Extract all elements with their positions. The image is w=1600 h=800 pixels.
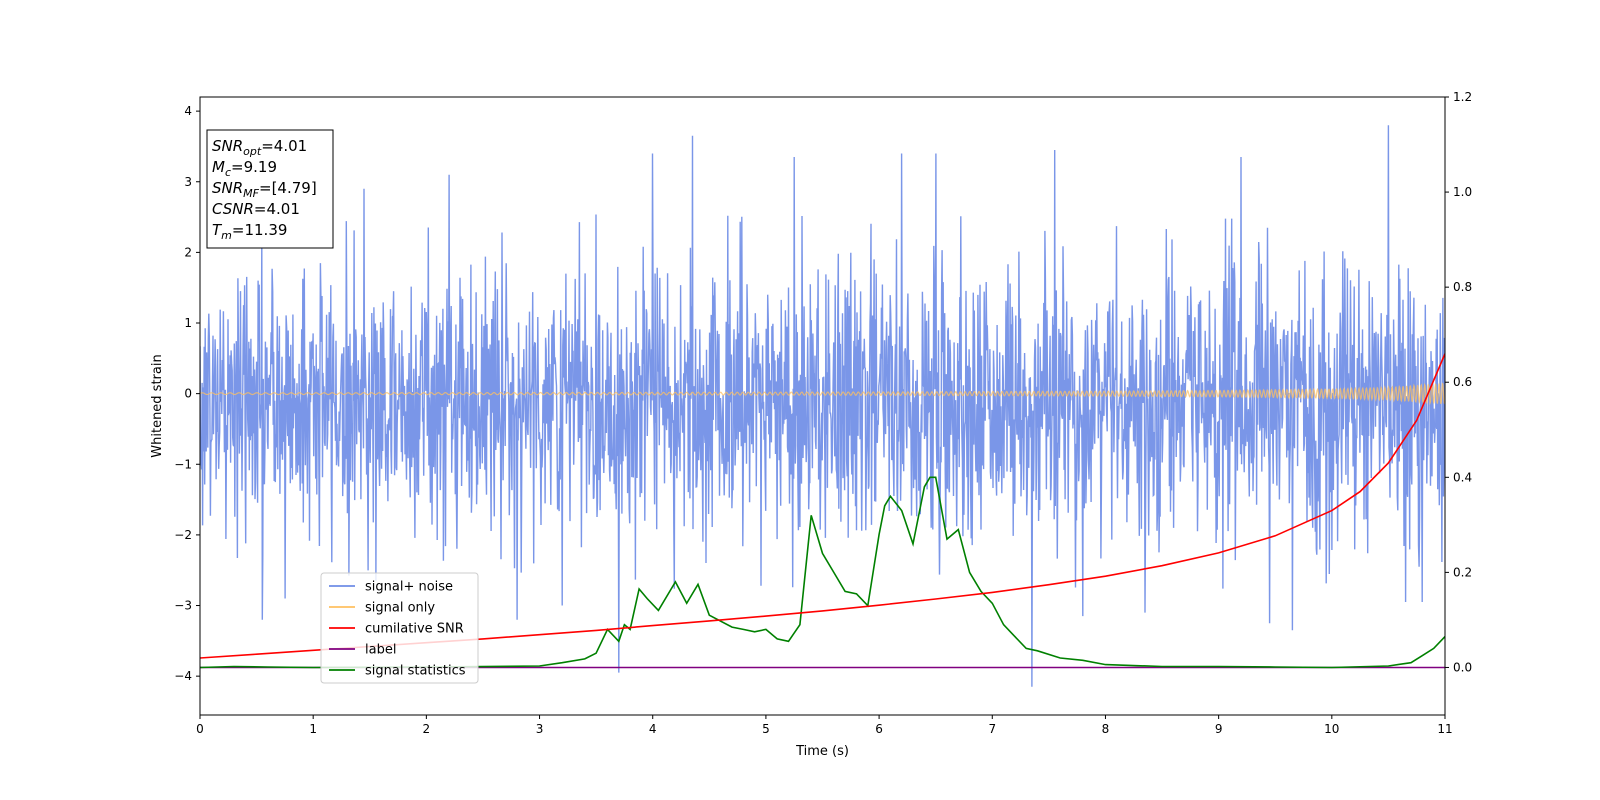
y-tick-label: 0 xyxy=(184,387,192,401)
stats-box-frame xyxy=(206,129,334,249)
legend: signal+ noise signal only cumilative SNR la… xyxy=(320,572,479,684)
y-axis-right: 0.0 0.2 0.4 0.6 0.8 1.0 1.2 xyxy=(1445,90,1472,674)
x-tick-label: 4 xyxy=(649,722,657,736)
y2-tick-label: 1.0 xyxy=(1453,185,1472,199)
x-tick-label: 7 xyxy=(988,722,996,736)
y-tick-label: 2 xyxy=(184,245,192,259)
series-signal-noise xyxy=(200,125,1445,687)
y-tick-label: −1 xyxy=(174,457,192,471)
y-tick-label: 3 xyxy=(184,175,192,189)
x-tick-label: 10 xyxy=(1324,722,1339,736)
legend-entry: cumilative SNR xyxy=(365,622,464,637)
x-tick-label: 0 xyxy=(196,722,204,736)
y2-tick-label: 0.4 xyxy=(1453,470,1472,484)
y-tick-label: −3 xyxy=(174,599,192,613)
y2-tick-label: 0.0 xyxy=(1453,660,1472,674)
stat-line: Mc=9.19 xyxy=(212,158,277,179)
x-tick-label: 6 xyxy=(875,722,883,736)
y-axis-left: −4 −3 −2 −1 0 1 2 3 4 xyxy=(174,104,200,683)
x-axis: 0 1 2 3 4 5 6 7 8 9 10 11 xyxy=(196,715,1453,736)
stat-line: Tm=11.39 xyxy=(212,221,287,242)
stat-line: SNRopt=4.01 xyxy=(212,137,307,158)
series-signal-only xyxy=(200,382,1445,406)
series-signal-statistics xyxy=(200,476,1445,669)
y2-tick-label: 0.8 xyxy=(1453,280,1472,294)
legend-entry: signal only xyxy=(365,601,435,616)
x-tick-label: 8 xyxy=(1102,722,1110,736)
y-tick-label: 4 xyxy=(184,104,192,118)
legend-entry: signal statistics xyxy=(365,664,466,679)
y2-tick-label: 0.2 xyxy=(1453,565,1472,579)
y-tick-label: 1 xyxy=(184,316,192,330)
legend-entry: label xyxy=(365,643,396,658)
x-tick-label: 5 xyxy=(762,722,770,736)
x-tick-label: 3 xyxy=(536,722,544,736)
stat-line: SNRMF=[4.79] xyxy=(212,179,317,200)
y-tick-label: −4 xyxy=(174,669,192,683)
y-tick-label: −2 xyxy=(174,528,192,542)
plot-frame xyxy=(199,96,1446,716)
y2-tick-label: 1.2 xyxy=(1453,90,1472,104)
stat-line: CSNR=4.01 xyxy=(212,200,300,218)
x-axis-label: Time (s) xyxy=(795,744,849,759)
x-tick-label: 2 xyxy=(423,722,431,736)
x-tick-label: 1 xyxy=(309,722,317,736)
legend-entry: signal+ noise xyxy=(365,580,453,595)
x-tick-label: 9 xyxy=(1215,722,1223,736)
x-tick-label: 11 xyxy=(1437,722,1452,736)
y2-tick-label: 0.6 xyxy=(1453,375,1472,389)
legend-frame xyxy=(320,572,479,684)
y-axis-label: Whitened strain xyxy=(150,354,165,457)
